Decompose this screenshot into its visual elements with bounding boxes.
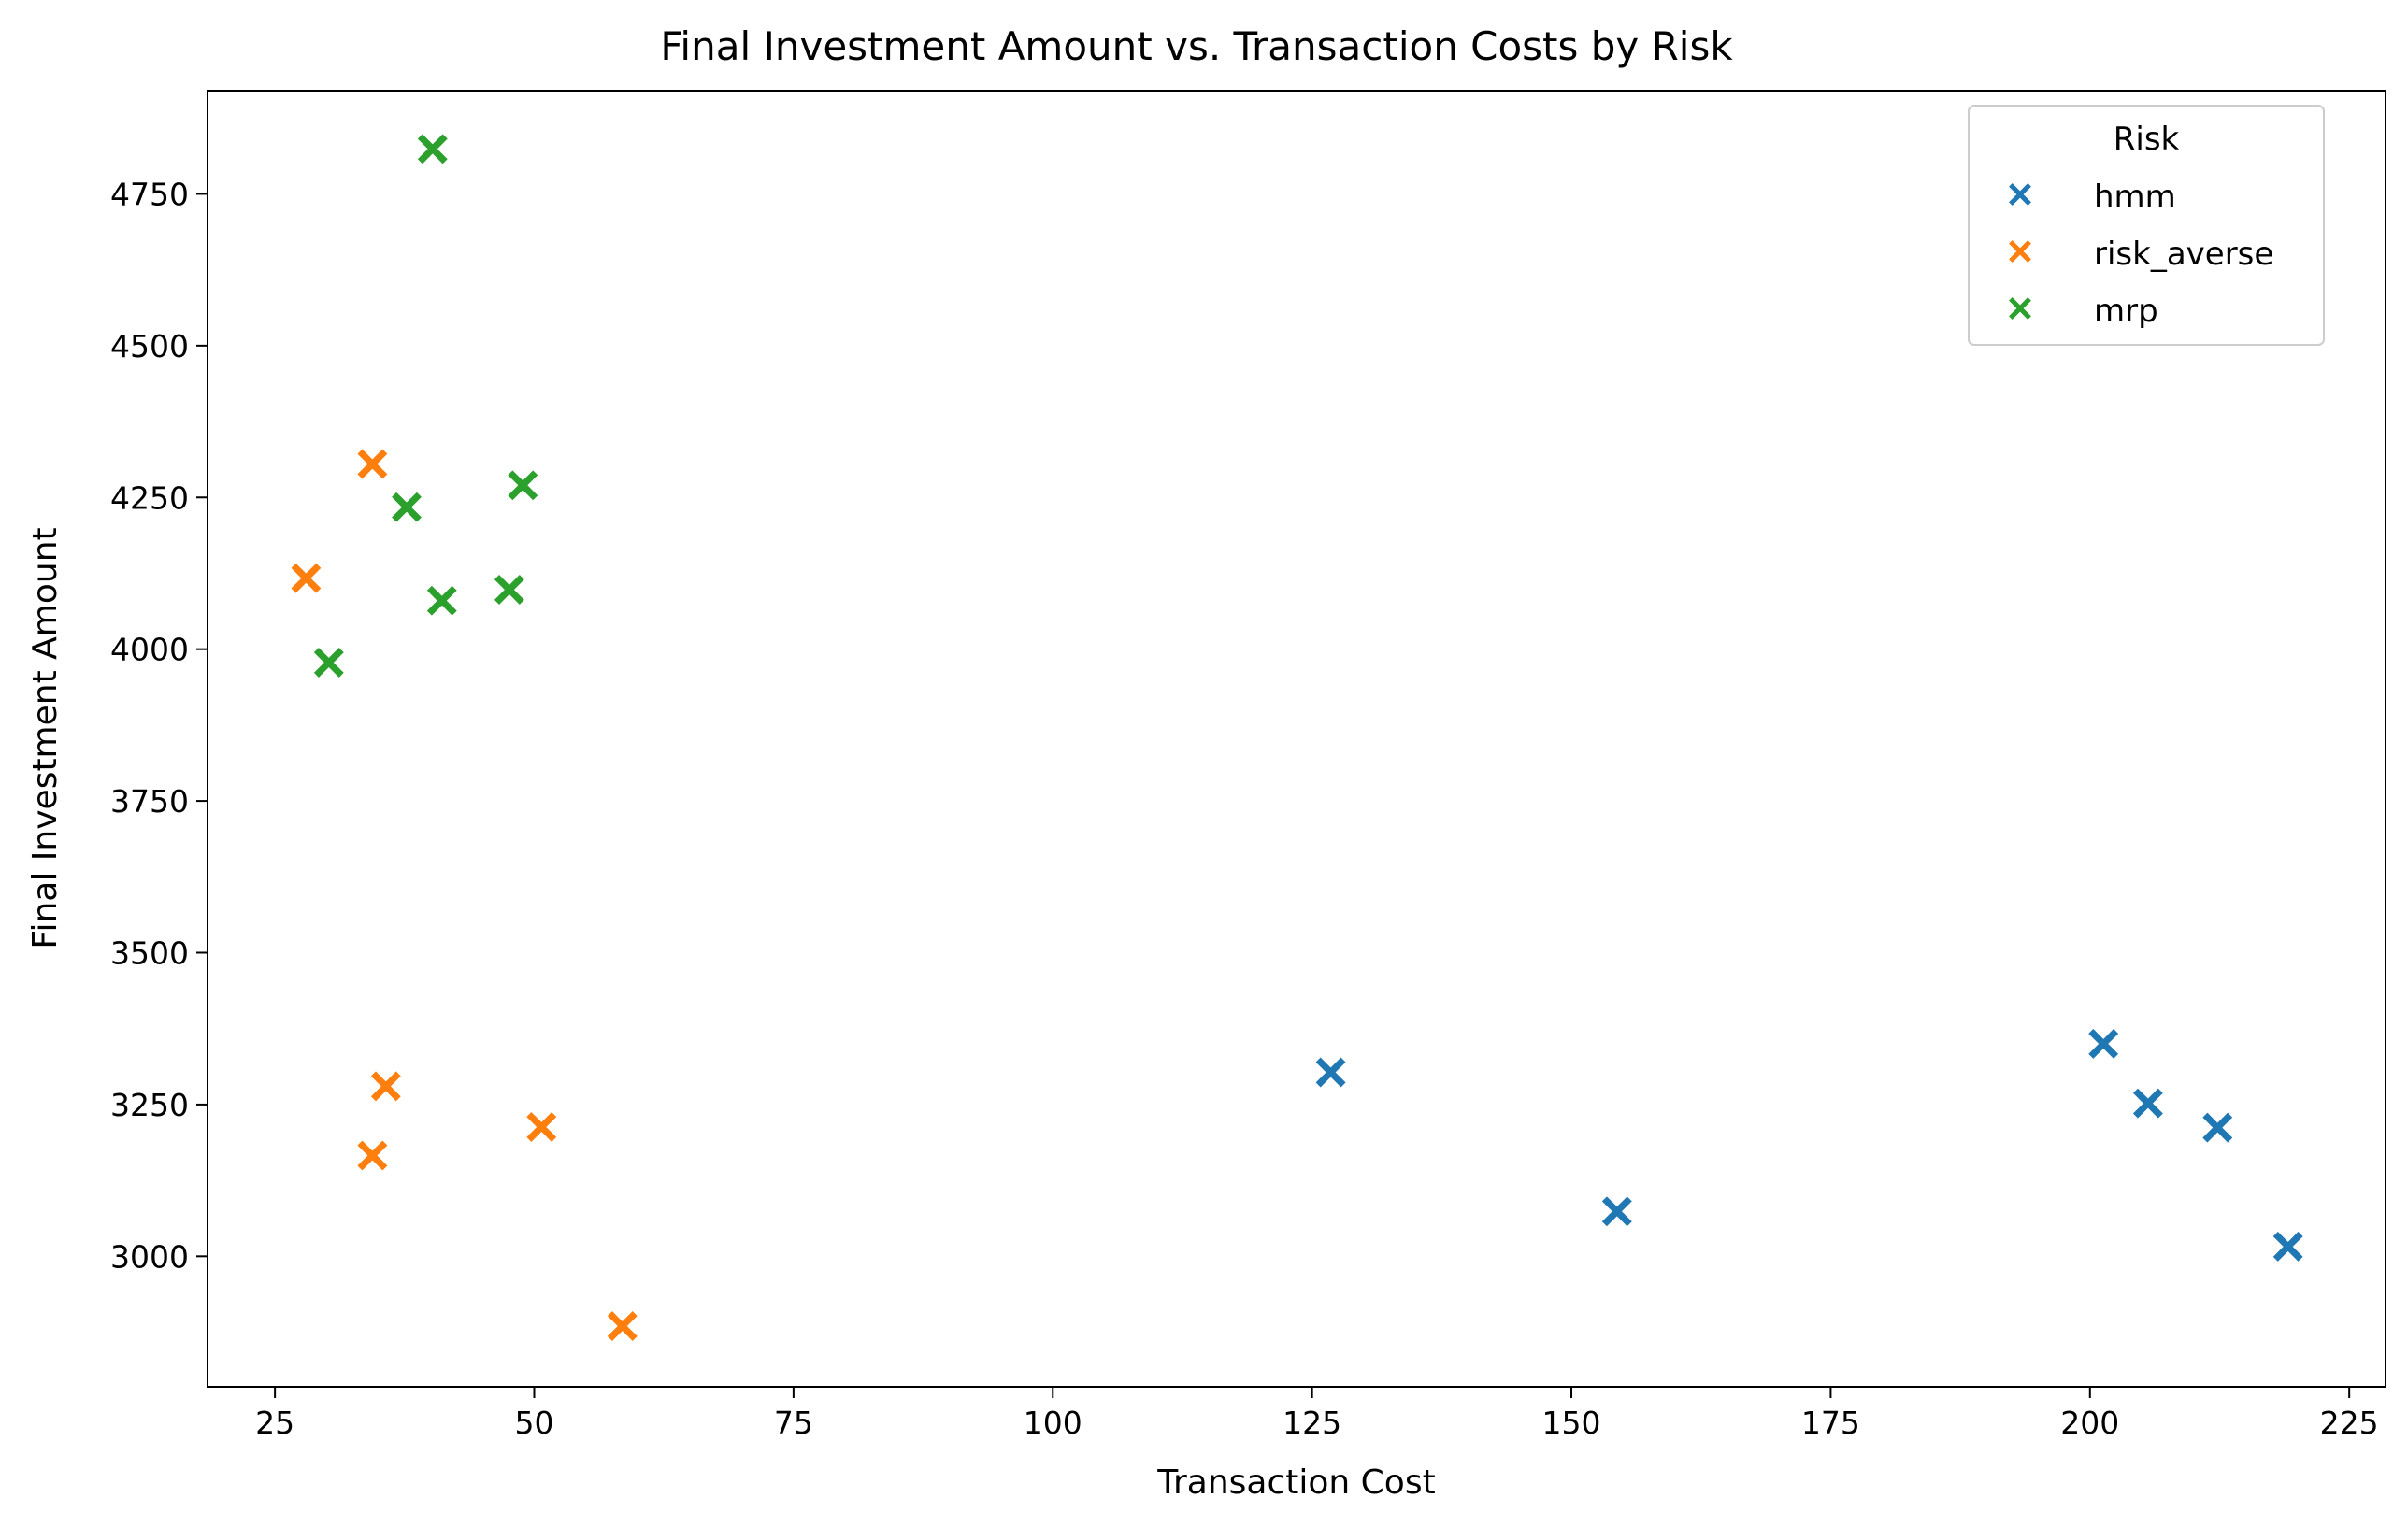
- data-point-risk_averse: [605, 1308, 639, 1344]
- x-tick-label: 175: [1801, 1405, 1860, 1441]
- chart-title: Final Investment Amount vs. Transaction …: [660, 23, 1733, 69]
- data-point-risk_averse: [524, 1109, 559, 1145]
- x-tick-label: 100: [1024, 1405, 1082, 1441]
- y-tick-label: 3250: [110, 1087, 189, 1123]
- data-point-risk_averse: [355, 1138, 390, 1173]
- y-axis: 3000 3250 3500 3750 4000 4250 4500 4750: [110, 176, 208, 1275]
- y-tick-label: 4500: [110, 328, 189, 364]
- data-point-mrp: [389, 490, 424, 524]
- data-point-hmm: [2086, 1026, 2121, 1061]
- y-tick-label: 4250: [110, 479, 189, 516]
- data-point-hmm: [2271, 1229, 2305, 1263]
- x-axis: 25 50 75 100 125 150 175 200 225: [255, 1387, 2379, 1441]
- data-point-mrp: [311, 645, 346, 680]
- x-axis-label: Transaction Cost: [1156, 1463, 1435, 1502]
- data-points: [289, 132, 2305, 1344]
- data-point-mrp: [415, 132, 450, 166]
- data-point-hmm: [1599, 1194, 1634, 1229]
- x-tick-label: 200: [2060, 1405, 2119, 1441]
- data-point-hmm: [2130, 1086, 2165, 1120]
- data-point-risk_averse: [355, 447, 390, 481]
- data-point-mrp: [506, 468, 540, 503]
- y-tick-label: 3750: [110, 783, 189, 820]
- legend-marker-risk_averse: [2006, 237, 2034, 265]
- y-axis-label: Final Investment Amount: [26, 527, 64, 949]
- x-tick-label: 225: [2320, 1405, 2379, 1441]
- y-tick-label: 3500: [110, 935, 189, 972]
- data-point-mrp: [424, 583, 459, 618]
- x-tick-label: 75: [774, 1405, 813, 1441]
- legend-marker-mrp: [2006, 294, 2034, 322]
- y-tick-label: 4750: [110, 176, 189, 212]
- legend-label-hmm: hmm: [2094, 178, 2176, 216]
- data-point-hmm: [1313, 1055, 1348, 1090]
- legend-box: [1968, 105, 2325, 346]
- legend-label-mrp: mrp: [2094, 293, 2158, 330]
- legend-title: Risk: [2114, 121, 2180, 158]
- data-point-hmm: [2200, 1110, 2235, 1145]
- data-point-mrp: [492, 572, 526, 607]
- legend-label-risk_averse: risk_averse: [2094, 235, 2273, 273]
- x-tick-label: 25: [255, 1405, 294, 1441]
- x-tick-label: 50: [515, 1405, 554, 1441]
- y-tick-label: 4000: [110, 632, 189, 668]
- data-point-risk_averse: [289, 561, 323, 595]
- legend-marker-hmm: [2006, 180, 2034, 208]
- x-tick-label: 150: [1542, 1405, 1601, 1441]
- y-tick-label: 3000: [110, 1238, 189, 1275]
- plot-frame: [207, 90, 2386, 1388]
- data-point-risk_averse: [368, 1069, 403, 1104]
- x-tick-label: 125: [1283, 1405, 1341, 1441]
